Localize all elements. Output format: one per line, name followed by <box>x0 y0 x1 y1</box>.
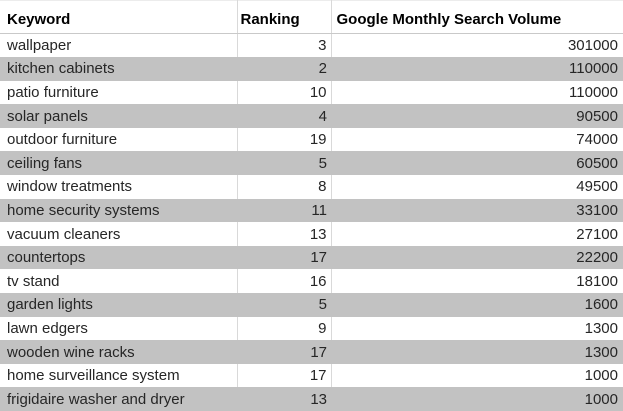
keyword-cell: lawn edgers <box>0 316 238 341</box>
ranking-cell: 16 <box>237 269 332 294</box>
table-row: tv stand 16 18100 <box>0 269 623 294</box>
search-volume-cell: 49500 <box>576 178 618 196</box>
keyword-cell: ceiling fans <box>7 154 83 172</box>
header-row: Keyword Ranking Google Monthly Search Vo… <box>0 0 623 34</box>
ranking-cell: 13 <box>237 222 332 246</box>
table-row: window treatments 8 49500 <box>0 175 623 199</box>
ranking-cell: 8 <box>237 175 332 199</box>
table-body: wallpaper 3 301000 kitchen cabinets 2 110000 p… <box>0 33 623 411</box>
keyword-cell: home surveillance system <box>0 363 238 388</box>
search-volume-cell: 110000 <box>569 60 618 78</box>
table-row: patio furniture 10 110000 <box>0 80 623 105</box>
keyword-cell: kitchen cabinets <box>7 60 115 78</box>
search-volume-cell: 1000 <box>584 367 618 385</box>
ranking-cell: 19 <box>237 127 332 152</box>
ranking-cell: 17 <box>310 343 327 361</box>
table-header: Keyword Ranking Google Monthly Search Vo… <box>0 0 623 34</box>
search-volume-cell: 1300 <box>584 343 618 361</box>
table-row: wooden wine racks 17 1300 <box>0 340 623 364</box>
table-row: frigidaire washer and dryer 13 1000 <box>0 387 623 411</box>
ranking-cell: 3 <box>237 33 332 58</box>
search-volume-cell: 27100 <box>576 225 618 243</box>
search-volume-cell: 18100 <box>576 272 618 290</box>
column-header-keyword: Keyword <box>0 0 238 34</box>
search-volume-cell: 1000 <box>584 390 618 408</box>
search-volume-cell: 1600 <box>584 296 618 314</box>
ranking-cell: 4 <box>318 107 327 125</box>
keyword-cell: vacuum cleaners <box>0 222 238 246</box>
ranking-cell: 2 <box>318 60 327 78</box>
search-volume-cell: 60500 <box>576 154 618 172</box>
ranking-cell: 17 <box>310 249 327 267</box>
ranking-cell: 5 <box>318 154 327 172</box>
ranking-cell: 13 <box>310 390 327 408</box>
table-row: ceiling fans 5 60500 <box>0 151 623 176</box>
table-row: wallpaper 3 301000 <box>0 33 623 58</box>
table-row: garden lights 5 1600 <box>0 293 623 317</box>
keyword-cell: wallpaper <box>0 33 238 58</box>
keyword-cell: wooden wine racks <box>7 343 135 361</box>
keyword-cell: patio furniture <box>0 80 238 105</box>
table-row: vacuum cleaners 13 27100 <box>0 222 623 246</box>
table-row: outdoor furniture 19 74000 <box>0 127 623 152</box>
keyword-cell: home security systems <box>7 201 160 219</box>
keyword-cell: solar panels <box>7 107 88 125</box>
ranking-cell: 9 <box>237 316 332 341</box>
search-volume-cell: 110000 <box>569 83 618 101</box>
keyword-cell: tv stand <box>0 269 238 294</box>
table-row: solar panels 4 90500 <box>0 104 623 128</box>
ranking-cell: 11 <box>311 201 327 219</box>
search-volume-cell: 74000 <box>576 131 618 149</box>
keyword-cell: countertops <box>7 249 86 267</box>
table-row: kitchen cabinets 2 110000 <box>0 57 623 81</box>
keyword-cell: outdoor furniture <box>0 127 238 152</box>
keyword-cell: frigidaire washer and dryer <box>7 390 185 408</box>
column-header-ranking: Ranking <box>237 0 332 34</box>
table-row: home security systems 11 33100 <box>0 198 623 223</box>
search-volume-cell: 33100 <box>576 201 618 219</box>
table-row: countertops 17 22200 <box>0 245 623 270</box>
ranking-cell: 17 <box>237 363 332 388</box>
table-row: lawn edgers 9 1300 <box>0 316 623 341</box>
ranking-cell: 5 <box>318 296 327 314</box>
ranking-cell: 10 <box>237 80 332 105</box>
keyword-cell: window treatments <box>0 175 238 199</box>
search-volume-cell: 301000 <box>567 37 618 55</box>
search-volume-cell: 1300 <box>584 319 618 337</box>
keyword-cell: garden lights <box>7 296 93 314</box>
table-row: home surveillance system 17 1000 <box>0 363 623 388</box>
column-header-search-volume: Google Monthly Search Volume <box>331 0 623 34</box>
search-volume-cell: 22200 <box>576 249 618 267</box>
search-volume-cell: 90500 <box>576 107 618 125</box>
